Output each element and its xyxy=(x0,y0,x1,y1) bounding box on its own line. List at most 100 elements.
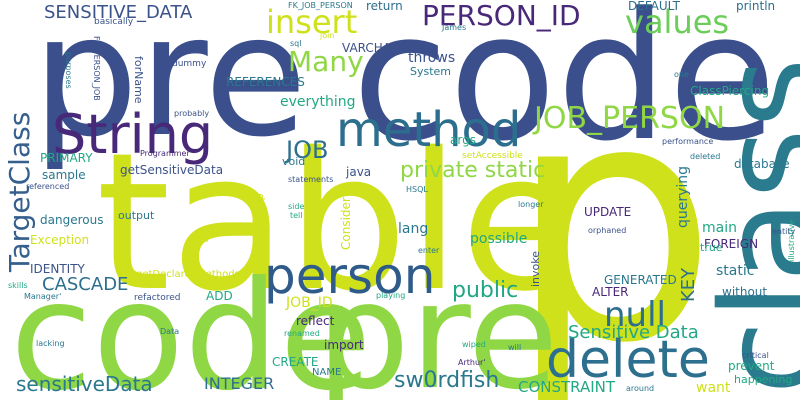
word-sensitive-data: Sensitive Data xyxy=(568,322,699,343)
word-true: true xyxy=(700,241,723,254)
word-refactored: refactored xyxy=(134,293,181,303)
word-classpiercing: ClassPiercing xyxy=(690,84,770,98)
word-return: return xyxy=(366,0,403,13)
word-probably: probably xyxy=(174,109,210,118)
word-everything: everything xyxy=(280,94,356,110)
word-throws: throws xyxy=(408,50,456,66)
word-data: Data xyxy=(160,327,180,336)
word-james: James xyxy=(442,23,467,32)
word-skills: skills xyxy=(8,281,28,290)
word-alter: ALTER xyxy=(592,285,629,299)
word-forname: forName xyxy=(132,56,145,104)
word-consider: Consider xyxy=(339,197,353,250)
word-integer: INTEGER xyxy=(204,374,275,393)
word-code-top: code xyxy=(352,0,777,180)
word-referenced: referenced xyxy=(26,182,70,191)
word-create: CREATE xyxy=(272,355,319,369)
word-void: void xyxy=(282,155,306,168)
word-pre-top: pre xyxy=(32,0,308,174)
word-longer: longer xyxy=(518,200,544,209)
word-name: NAME xyxy=(312,367,342,378)
word-method: method xyxy=(336,102,522,158)
word-performance: performance xyxy=(662,137,714,146)
word-references: REFERENCES xyxy=(226,75,305,89)
word-entity: entity xyxy=(772,227,796,236)
word-private-static: private static xyxy=(400,158,546,183)
word-public: public xyxy=(452,278,519,303)
word-renamed: renamed xyxy=(284,329,320,338)
word-constraint: CONSTRAINT xyxy=(518,378,616,396)
word-will: will xyxy=(508,343,522,352)
word-sensitivedata: sensitiveData xyxy=(16,372,153,396)
word-statements: statements xyxy=(288,175,334,184)
word-hsql: HSQL xyxy=(406,185,428,194)
word-querying: querying xyxy=(675,165,691,228)
word-targetclass: TargetClass xyxy=(3,111,36,272)
word-person-id: PERSON_ID xyxy=(422,0,581,32)
word-lang: lang xyxy=(398,221,429,237)
word-sensitive-data-upper: SENSITIVE_DATA xyxy=(44,2,193,23)
word-setaccessible: setAccessible xyxy=(462,151,523,161)
word-playing: playing xyxy=(376,291,406,300)
word-java: java xyxy=(346,165,372,179)
word-two: two xyxy=(194,235,209,244)
word-reflect: reflect xyxy=(296,314,335,328)
word-insert: insert xyxy=(266,3,358,41)
word-cascade: CASCADE xyxy=(42,274,129,295)
word-orphaned: orphaned xyxy=(588,226,627,235)
word-purposes: purposes xyxy=(64,52,73,89)
word-invoke: invoke xyxy=(529,250,542,287)
word-wiped: wiped xyxy=(462,340,486,349)
word-identity: IDENTITY xyxy=(30,262,85,276)
word-println: println xyxy=(736,0,776,13)
word-database: database xyxy=(734,157,790,171)
word-getdeclaredmethods: getDeclaredMethods xyxy=(136,269,240,280)
word-string: String xyxy=(52,103,214,166)
word-varchar: VARCHAR xyxy=(342,41,400,55)
word-table: table xyxy=(96,112,578,333)
word-tell: tell xyxy=(290,211,303,220)
word-key: KEY xyxy=(678,267,699,302)
word-deleted: deleted xyxy=(690,152,721,161)
word-update: UPDATE xyxy=(584,205,632,219)
word-add: ADD xyxy=(206,289,233,303)
word-side: side xyxy=(288,202,305,211)
word-job-person: JOB_PERSON xyxy=(534,101,726,136)
word-foreign: FOREIGN xyxy=(704,237,759,251)
word-code-bottom: code xyxy=(10,250,372,400)
word-programmer: Programmer' xyxy=(140,149,192,158)
word-main: main xyxy=(702,220,737,236)
word-fk-job-person: FK_JOB_PERSON xyxy=(288,1,353,10)
word-generated: GENERATED xyxy=(604,273,677,287)
word-default: DEFAULT xyxy=(628,0,680,13)
word-values: values xyxy=(625,3,730,41)
word-sql: sql xyxy=(290,39,302,48)
word-output: output xyxy=(118,209,155,222)
word-want: want xyxy=(696,380,731,396)
word-arthur: Arthur' xyxy=(458,358,486,367)
word-without: without xyxy=(722,285,768,299)
word-null: null xyxy=(604,295,666,335)
word-dangerous: dangerous xyxy=(40,213,104,227)
word-primary: PRIMARY xyxy=(40,151,93,165)
word-pre-bottom: pre xyxy=(316,250,559,400)
word-possible: possible xyxy=(470,231,528,247)
word-happening: happening xyxy=(734,373,793,386)
word-job-id: JOB_ID xyxy=(286,295,333,311)
word-many: Many xyxy=(288,45,364,78)
word-system: System xyxy=(410,65,452,78)
word-join: join xyxy=(320,31,335,40)
word-p: p xyxy=(508,31,718,400)
word-args: args xyxy=(450,133,476,147)
word-sample: sample xyxy=(42,168,86,182)
word-critical: critical xyxy=(742,351,769,360)
word-manager: Manager' xyxy=(24,292,62,301)
word-fk-person-job: FK_PERSON_JOB xyxy=(92,36,101,101)
word-import: import xyxy=(324,338,364,352)
word-basically: basically xyxy=(94,17,134,27)
word-lacking: lacking xyxy=(36,339,65,348)
word-prevent: prevent xyxy=(728,359,775,373)
word-delete: delete xyxy=(546,330,710,390)
word-getsensitivedata: getSensitiveData xyxy=(120,163,224,177)
